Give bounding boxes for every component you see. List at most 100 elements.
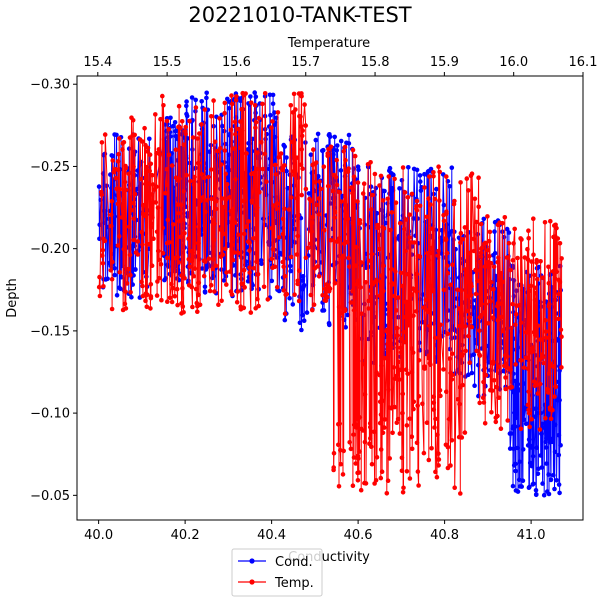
data-point-cond — [204, 95, 209, 101]
data-point-cond — [551, 472, 556, 478]
data-point-temp — [212, 289, 217, 294]
data-point-temp — [485, 321, 491, 326]
data-point-temp — [255, 150, 260, 155]
data-point-temp — [272, 264, 278, 270]
data-point-temp — [381, 226, 387, 231]
data-point-temp — [448, 463, 453, 468]
data-point-temp — [426, 309, 431, 315]
data-point-temp — [432, 335, 438, 341]
data-point-temp — [416, 394, 422, 399]
data-point-temp — [409, 434, 415, 440]
data-point-cond — [321, 308, 327, 313]
data-point-temp — [179, 217, 184, 223]
data-point-temp — [526, 411, 532, 416]
data-point-temp — [122, 179, 128, 185]
data-point-cond — [250, 282, 255, 288]
data-point-temp — [239, 281, 245, 287]
data-point-temp — [524, 329, 530, 335]
data-point-temp — [381, 263, 386, 269]
data-point-temp — [544, 335, 549, 341]
data-point-temp — [478, 302, 484, 308]
data-point-temp — [399, 455, 405, 461]
data-point-temp — [478, 250, 484, 256]
data-point-cond — [515, 345, 521, 350]
data-point-temp — [518, 320, 524, 326]
data-point-cond — [272, 134, 278, 140]
data-point-cond — [170, 123, 176, 129]
data-point-cond — [466, 372, 471, 378]
data-point-cond — [507, 446, 513, 451]
data-point-temp — [116, 151, 121, 157]
data-point-temp — [251, 265, 257, 271]
x2-tick-label: 16.0 — [499, 55, 528, 70]
data-point-temp — [187, 264, 192, 270]
data-point-temp — [169, 281, 174, 287]
data-point-temp — [223, 171, 228, 177]
data-point-cond — [206, 205, 212, 211]
data-point-temp — [210, 266, 216, 272]
data-point-temp — [504, 255, 510, 260]
data-point-temp — [308, 241, 313, 246]
data-point-cond — [172, 120, 178, 125]
data-point-temp — [255, 205, 260, 210]
data-point-temp — [288, 254, 294, 260]
data-point-temp — [386, 387, 391, 393]
data-point-temp — [310, 307, 315, 313]
data-point-cond — [233, 273, 238, 278]
x2-tick-label: 15.4 — [83, 55, 112, 70]
data-point-temp — [192, 266, 198, 271]
data-point-temp — [109, 306, 115, 312]
data-point-temp — [323, 298, 329, 304]
data-point-temp — [397, 221, 403, 226]
data-point-cond — [521, 417, 527, 423]
x2-tick-label: 15.9 — [430, 55, 459, 70]
data-point-temp — [541, 360, 546, 366]
data-point-cond — [418, 179, 423, 184]
data-point-temp — [503, 375, 508, 380]
data-point-temp — [469, 171, 475, 176]
data-point-temp — [530, 345, 536, 351]
data-point-temp — [388, 227, 393, 233]
data-point-temp — [189, 258, 194, 263]
data-point-cond — [199, 266, 205, 271]
data-point-temp — [458, 240, 463, 245]
data-point-temp — [546, 371, 552, 376]
data-point-cond — [534, 445, 539, 451]
data-point-cond — [504, 226, 510, 232]
data-point-cond — [417, 173, 423, 178]
data-point-temp — [436, 164, 441, 169]
data-point-temp — [255, 296, 260, 302]
data-point-temp — [131, 200, 136, 206]
data-point-temp — [473, 291, 479, 297]
data-point-temp — [525, 257, 531, 262]
data-point-cond — [519, 484, 524, 489]
data-point-temp — [309, 220, 315, 225]
data-point-temp — [177, 125, 183, 131]
data-point-temp — [474, 268, 480, 273]
data-point-temp — [379, 469, 385, 475]
data-point-temp — [195, 309, 200, 315]
data-point-temp — [270, 119, 275, 124]
data-point-temp — [242, 231, 247, 237]
data-point-temp — [294, 155, 300, 160]
data-point-temp — [384, 491, 390, 496]
data-point-cond — [469, 370, 475, 376]
data-point-temp — [102, 238, 108, 244]
data-point-temp — [154, 293, 160, 298]
data-point-temp — [556, 291, 562, 297]
data-point-temp — [376, 246, 382, 252]
data-point-temp — [369, 207, 374, 212]
data-point-cond — [112, 272, 117, 278]
data-point-temp — [509, 325, 514, 331]
data-point-temp — [432, 425, 437, 430]
data-point-cond — [515, 489, 521, 494]
data-point-temp — [483, 240, 488, 246]
data-point-temp — [153, 200, 159, 205]
data-point-temp — [358, 260, 364, 265]
data-point-temp — [223, 246, 228, 251]
data-point-temp — [386, 174, 392, 179]
data-point-cond — [517, 459, 522, 465]
data-point-temp — [441, 218, 447, 224]
data-point-temp — [529, 259, 534, 264]
data-point-temp — [342, 144, 348, 150]
